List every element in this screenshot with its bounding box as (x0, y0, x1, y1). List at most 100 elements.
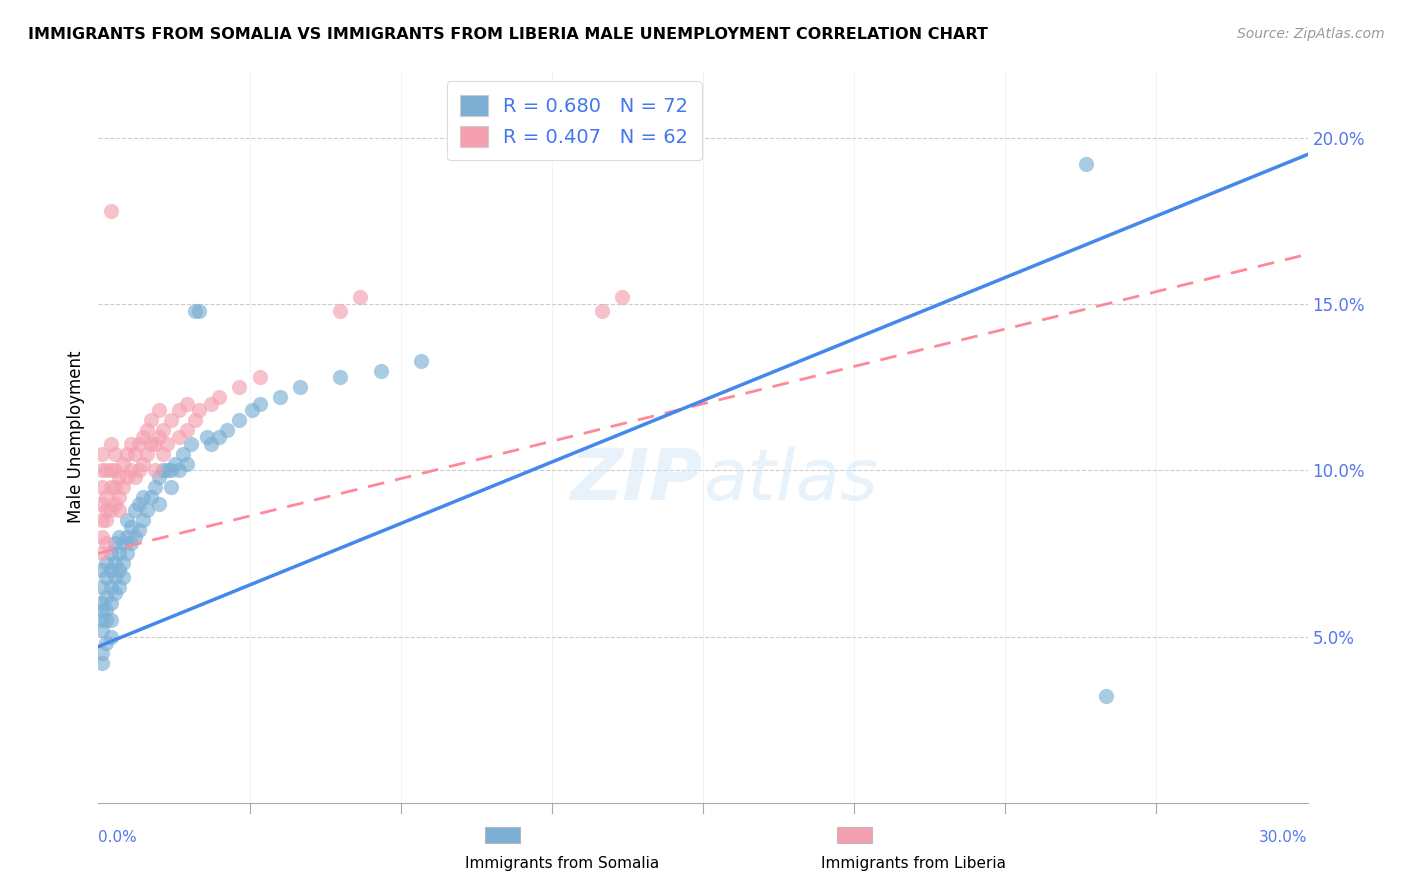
Text: Immigrants from Liberia: Immigrants from Liberia (821, 856, 1007, 871)
Point (217, 424, 239, 438)
Point (195, 430, 218, 444)
Point (1095, 690, 1118, 704)
Point (160, 463, 183, 477)
Point (120, 436, 142, 450)
Point (160, 480, 183, 494)
Point (200, 436, 222, 450)
Point (91, 513, 114, 527)
Point (103, 570, 125, 584)
Point (132, 457, 155, 471)
Point (111, 536, 134, 550)
Point (139, 436, 162, 450)
Text: Immigrants from Somalia: Immigrants from Somalia (465, 856, 659, 871)
Point (100, 563, 122, 577)
Point (91, 480, 114, 494)
Text: 30.0%: 30.0% (1260, 830, 1308, 845)
Point (135, 424, 157, 438)
Point (143, 436, 166, 450)
Point (115, 470, 138, 484)
Point (115, 546, 138, 560)
Point (249, 397, 271, 411)
Point (91, 580, 114, 594)
Point (124, 447, 146, 461)
Point (124, 470, 146, 484)
Point (135, 503, 157, 517)
Point (107, 530, 129, 544)
Point (100, 204, 122, 219)
Point (143, 480, 166, 494)
Point (135, 447, 157, 461)
Point (115, 530, 138, 544)
Point (96, 590, 118, 604)
Point (96, 513, 118, 527)
Point (349, 290, 371, 304)
Point (103, 497, 125, 511)
Point (91, 656, 114, 670)
Point (143, 463, 166, 477)
Point (128, 463, 150, 477)
Point (100, 546, 122, 560)
Point (1074, 157, 1097, 171)
Point (103, 447, 125, 461)
Point (156, 436, 179, 450)
Point (124, 530, 146, 544)
Point (156, 463, 179, 477)
Point (128, 436, 150, 450)
Point (152, 447, 174, 461)
Point (329, 303, 352, 318)
Point (96, 570, 118, 584)
Point (100, 436, 122, 450)
Point (329, 370, 352, 384)
Point (148, 430, 170, 444)
Point (91, 596, 114, 610)
Point (91, 463, 114, 477)
Point (103, 463, 125, 477)
Point (148, 403, 170, 417)
Point (115, 447, 138, 461)
Point (370, 363, 392, 377)
Point (152, 463, 174, 477)
Point (100, 480, 122, 494)
Point (128, 523, 150, 537)
Point (167, 463, 190, 477)
Point (91, 603, 114, 617)
Point (100, 503, 122, 517)
Point (148, 470, 170, 484)
Point (249, 370, 271, 384)
Point (132, 513, 155, 527)
Point (96, 636, 118, 650)
Point (91, 623, 114, 637)
Point (163, 457, 186, 471)
Point (91, 530, 114, 544)
Point (160, 413, 183, 427)
Point (115, 513, 138, 527)
Point (120, 536, 142, 550)
Point (176, 457, 198, 471)
Text: ZIP: ZIP (571, 447, 703, 516)
Point (107, 546, 129, 560)
Point (139, 413, 162, 427)
Legend: R = 0.680   N = 72, R = 0.407   N = 62: R = 0.680 N = 72, R = 0.407 N = 62 (447, 81, 702, 161)
Point (184, 413, 207, 427)
Point (100, 596, 122, 610)
Point (176, 424, 198, 438)
Point (208, 430, 231, 444)
Point (103, 480, 125, 494)
Point (172, 447, 194, 461)
Point (269, 390, 291, 404)
Point (152, 424, 174, 438)
Point (111, 570, 134, 584)
Point (103, 536, 125, 550)
Text: 0.0%: 0.0% (98, 830, 138, 845)
Point (240, 403, 263, 417)
Point (124, 503, 146, 517)
Point (100, 463, 122, 477)
Point (91, 646, 114, 660)
Point (200, 397, 222, 411)
Point (91, 546, 114, 560)
Point (132, 430, 155, 444)
Point (96, 503, 118, 517)
Point (208, 390, 231, 404)
Point (111, 557, 134, 571)
Point (96, 536, 118, 550)
